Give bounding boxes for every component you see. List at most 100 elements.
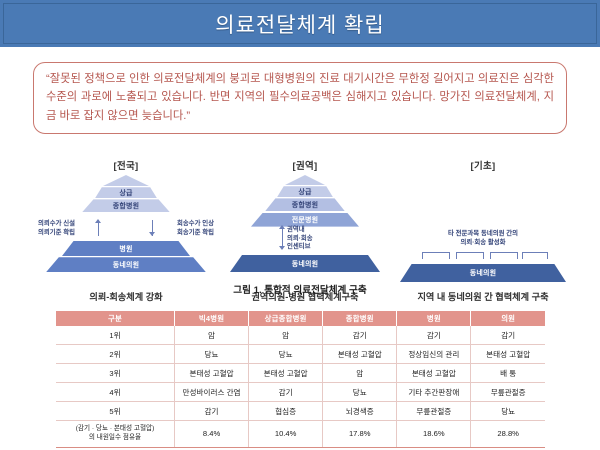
diagram-panel-local: [기초] 타 전문과목 동네의원 간의 의뢰·회송 활성화 동네의원 지역 내 … (398, 158, 568, 304)
pyramid-level-label: 종합병원 (291, 201, 319, 209)
table-cell: 무릎관절증 (470, 382, 545, 402)
pyramid-level-sanggeup-regional: 상급 (277, 186, 333, 198)
summary-value: 28.8% (470, 420, 545, 448)
arrow-up-head-icon (95, 219, 101, 223)
table-cell: 정상임신의 관리 (396, 344, 472, 364)
note-line: 인센티브 (287, 243, 311, 251)
note-line: 타 전문과목 동네의원 간의 (448, 230, 518, 237)
arrow-updown-icon (282, 227, 283, 249)
slide-title-bar: 의료전달체계 확립 (0, 0, 600, 47)
table-cell: 감기 (470, 326, 545, 345)
table-cell: 본태성 고혈압 (396, 363, 472, 383)
summary-label-line1: (감기 · 당뇨 · 본태성 고혈압) (75, 425, 155, 433)
table-cell: 암 (322, 363, 398, 383)
figure-diagram-area: [전국] 상급 종합병원 의뢰수가 신설 의뢰기준 확립 회송수가 인상 회송기… (38, 158, 568, 304)
table-cell: 본태성 고혈압 (322, 344, 398, 364)
summary-label: (감기 · 당뇨 · 본태성 고혈압) 의 내원일수 점유율 (56, 420, 175, 448)
pyramid-level-label: 동네의원 (291, 260, 319, 268)
note-line: 권역내 (287, 226, 305, 233)
table-cell: 본태성 고혈압 (470, 344, 545, 364)
quote-callout-box: “잘못된 정책으로 인한 의료전달체계의 붕괴로 대형병원의 진료 대기시간은 … (33, 62, 567, 134)
table-cell: 본태성 고혈압 (173, 363, 250, 383)
column-header-general: 종합병원 (322, 311, 398, 326)
column-header-big4: 빅4병원 (173, 311, 250, 326)
pyramid-level-clinic-national: 동네의원 (46, 257, 206, 273)
table-cell: 뇌경색증 (322, 401, 398, 421)
pyramid-level-hospital-national: 병원 (62, 241, 190, 256)
quote-text: “잘못된 정책으로 인한 의료전달체계의 붕괴로 대형병원의 진료 대기시간은 … (46, 73, 554, 122)
table-row: 5위 감기 협심증 뇌경색증 무릎관절증 당뇨 (56, 401, 545, 421)
column-header-category: 구분 (56, 311, 175, 326)
pyramid-level-general-national: 종합병원 (82, 199, 170, 213)
pyramid-level-label: 종합병원 (112, 202, 140, 210)
pyramid-apex-national (103, 175, 149, 186)
table-head: 구분 빅4병원 상급종합병원 종합병원 병원 의원 (56, 311, 545, 326)
panel-caption-national: 의뢰-회송체계 강화 (89, 292, 163, 302)
arrow-down-icon (152, 220, 153, 236)
diagram-panel-national: [전국] 상급 종합병원 의뢰수가 신설 의뢰기준 확립 회송수가 인상 회송기… (38, 158, 214, 304)
table-cell: 본태성 고혈압 (248, 363, 324, 383)
pyramid-level-label: 병원 (119, 245, 133, 253)
slide-title-bar-inner: 의료전달체계 확립 (3, 3, 597, 44)
diagram-panel-regional: [권역] 상급 종합병원 전문병원 권역내 의뢰·회송 인센티브 동네의원 (230, 158, 380, 304)
pyramid-level-specialty-regional: 전문병원 (251, 212, 359, 227)
panel-header-local: [기초] (470, 161, 496, 172)
note-line: 의뢰수가 신설 (38, 220, 76, 227)
table-row: 3위 본태성 고혈압 본태성 고혈압 암 본태성 고혈압 배 통 (56, 363, 545, 383)
table-cell: 무릎관절증 (396, 401, 472, 421)
arrow-down-head-icon (279, 246, 285, 250)
rank-label: 3위 (56, 363, 175, 383)
note-referral-right-national: 회송수가 인상 회송기준 확립 (177, 220, 214, 237)
rank-label: 4위 (56, 382, 175, 402)
rank-label: 2위 (56, 344, 175, 364)
panel-caption-local: 지역 내 동네의원 간 협력체계 구축 (417, 292, 549, 302)
table-cell: 협심증 (248, 401, 324, 421)
table-cell: 배 통 (470, 363, 545, 383)
table-row: 2위 당뇨 당뇨 본태성 고혈압 정상임신의 관리 본태성 고혈압 (56, 344, 545, 364)
arrow-up-icon (98, 220, 99, 236)
table-cell: 당뇨 (322, 382, 398, 402)
table-cell: 감기 (248, 382, 324, 402)
panel-header-regional: [권역] (292, 161, 318, 172)
arrow-down-head-icon (149, 232, 155, 236)
pyramid-apex-regional (285, 175, 325, 185)
table-cell: 감기 (173, 401, 250, 421)
table-cell: 암 (248, 326, 324, 345)
disease-rank-table: 구분 빅4병원 상급종합병원 종합병원 병원 의원 1위 암 암 감기 감기 감… (56, 311, 545, 448)
pyramid-level-clinic-regional: 동네의원 (230, 255, 380, 272)
note-line: 회송기준 확립 (176, 228, 214, 236)
summary-value: 10.4% (248, 420, 324, 448)
summary-label-line2: 의 내원일수 점유율 (88, 434, 142, 441)
table-cell: 만성바이러스 간염 (173, 382, 250, 402)
pyramid-level-label: 전문병원 (291, 216, 319, 224)
panel-header-national: [전국] (113, 161, 139, 172)
table-row: 4위 만성바이러스 간염 감기 당뇨 기타 추간판장애 무릎관절증 (56, 382, 545, 402)
pyramid-level-general-regional: 종합병원 (265, 198, 345, 212)
arrow-up-head-icon (279, 225, 285, 229)
table-cell: 기타 추간판장애 (396, 382, 472, 402)
table-summary-row: (감기 · 당뇨 · 본태성 고혈압) 의 내원일수 점유율 8.4% 10.4… (56, 420, 545, 448)
summary-value: 18.6% (396, 420, 472, 448)
column-header-hospital: 병원 (396, 311, 472, 326)
column-header-tertiary: 상급종합병원 (248, 311, 324, 326)
note-local-cooperation: 타 전문과목 동네의원 간의 의뢰·회송 활성화 (398, 230, 568, 247)
table-cell: 당뇨 (173, 344, 250, 364)
pyramid-level-label: 상급 (119, 189, 133, 197)
note-line: 회송수가 인상 (176, 220, 214, 227)
rank-label: 5위 (56, 401, 175, 421)
figure-caption: 그림 1. 통합적 의료전달체계 구축 (233, 285, 367, 296)
page-title: 의료전달체계 확립 (215, 13, 385, 37)
rank-label: 1위 (56, 326, 175, 345)
pyramid-level-label: 동네의원 (112, 261, 140, 269)
note-line: 의뢰·회송 (287, 234, 313, 242)
table-row: 1위 암 암 감기 감기 감기 (56, 326, 545, 345)
note-line: 의뢰·회송 활성화 (460, 238, 506, 246)
pyramid-level-clinic-local: 동네의원 (400, 264, 566, 282)
panel-caption-regional: 권역의원-병원 협력체계구축 (251, 292, 359, 302)
summary-value: 8.4% (173, 420, 250, 448)
table-cell: 당뇨 (248, 344, 324, 364)
summary-value: 17.8% (322, 420, 398, 448)
table-body: 1위 암 암 감기 감기 감기 2위 당뇨 당뇨 본태성 고혈압 정상임신의 관… (56, 326, 545, 448)
pyramid-level-label: 상급 (298, 188, 312, 196)
table-cell: 당뇨 (470, 401, 545, 421)
